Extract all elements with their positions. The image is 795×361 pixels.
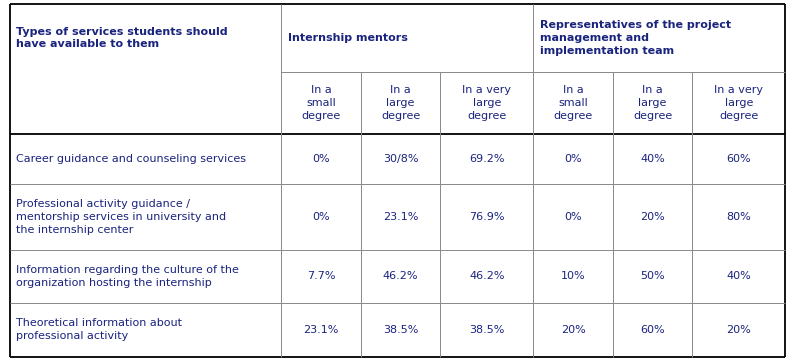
Text: 40%: 40% — [727, 271, 751, 281]
Text: In a
small
degree: In a small degree — [301, 85, 341, 121]
Text: 60%: 60% — [640, 325, 665, 335]
Text: Information regarding the culture of the
organization hosting the internship: Information regarding the culture of the… — [16, 265, 238, 288]
Text: Theoretical information about
professional activity: Theoretical information about profession… — [16, 318, 182, 341]
Text: 40%: 40% — [640, 154, 665, 164]
Text: 46.2%: 46.2% — [469, 271, 505, 281]
Text: 23.1%: 23.1% — [383, 212, 418, 222]
Text: 0%: 0% — [564, 154, 582, 164]
Text: Career guidance and counseling services: Career guidance and counseling services — [16, 154, 246, 164]
Text: 0%: 0% — [564, 212, 582, 222]
Text: 76.9%: 76.9% — [469, 212, 505, 222]
Text: Types of services students should
have available to them: Types of services students should have a… — [16, 27, 227, 49]
Text: 50%: 50% — [640, 271, 665, 281]
Text: 0%: 0% — [312, 154, 330, 164]
Text: 60%: 60% — [727, 154, 751, 164]
Text: In a very
large
degree: In a very large degree — [463, 85, 511, 121]
Text: In a
large
degree: In a large degree — [381, 85, 420, 121]
Text: In a
small
degree: In a small degree — [553, 85, 593, 121]
Text: 20%: 20% — [640, 212, 665, 222]
Text: 10%: 10% — [560, 271, 585, 281]
Text: 30/8%: 30/8% — [382, 154, 418, 164]
Text: 23.1%: 23.1% — [304, 325, 339, 335]
Text: 7.7%: 7.7% — [307, 271, 335, 281]
Text: 20%: 20% — [727, 325, 751, 335]
Text: 20%: 20% — [560, 325, 585, 335]
Text: 0%: 0% — [312, 212, 330, 222]
Text: Representatives of the project
management and
implementation team: Representatives of the project managemen… — [540, 20, 731, 56]
Text: In a very
large
degree: In a very large degree — [715, 85, 763, 121]
Text: 69.2%: 69.2% — [469, 154, 505, 164]
Text: 38.5%: 38.5% — [383, 325, 418, 335]
Text: Internship mentors: Internship mentors — [288, 33, 408, 43]
Text: In a
large
degree: In a large degree — [633, 85, 672, 121]
Text: 46.2%: 46.2% — [382, 271, 418, 281]
Text: 80%: 80% — [727, 212, 751, 222]
Text: Professional activity guidance /
mentorship services in university and
the inter: Professional activity guidance / mentors… — [16, 199, 226, 235]
Text: 38.5%: 38.5% — [469, 325, 505, 335]
